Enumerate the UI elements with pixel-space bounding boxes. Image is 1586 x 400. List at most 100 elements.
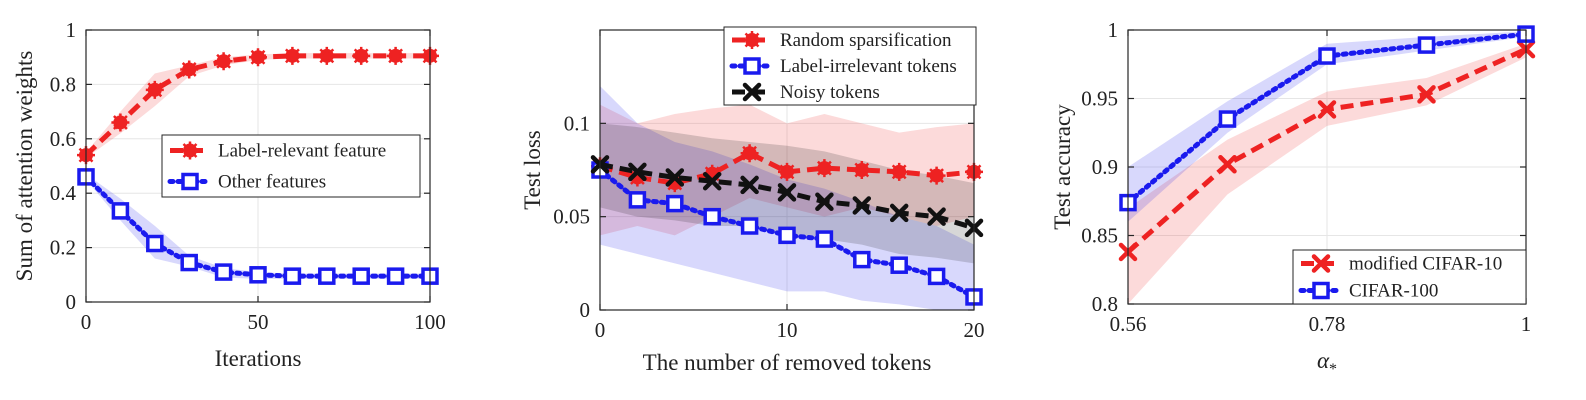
y-axis-label: Test loss [520,130,545,210]
data-point [111,202,130,220]
legend-entry: Random sparsification [732,30,952,51]
data-point [927,267,946,286]
x-tick-label: 1 [1521,312,1532,336]
data-point [214,263,233,281]
data-point [852,196,872,215]
series-1 [77,46,439,165]
chart-panel-2: 0 10 20 0 0.05 0.1 The number of removed token… [520,26,985,375]
legend-label: Other features [218,172,326,193]
x-tick-label: 0.78 [1309,312,1346,336]
y-tick-label: 0.85 [1081,224,1118,248]
legend-entry: CIFAR-100 [1298,281,1438,302]
y-tick-label: 0.9 [1092,155,1118,179]
y-axis-label: Test accuracy [1050,104,1075,230]
data-point [628,162,647,182]
data-point [283,267,302,285]
data-point [703,207,721,226]
x-axis-label: The number of removed tokens [643,350,932,375]
legend-entry: Label-irrelevant tokens [729,56,957,77]
data-point [666,194,684,213]
data-point [249,48,267,67]
data-point [777,183,797,202]
x-tick-label: 20 [964,318,985,342]
chart-panel-1: 0 50 100 0 0.2 0.4 0.6 0.8 1 Iterations Sum of att… [12,18,446,371]
legend-box [161,134,421,198]
legend-label: Label-relevant feature [218,141,386,162]
series-3 [590,155,984,238]
data-point [815,230,834,248]
y-tick-label: 1 [66,18,77,42]
x-axis-label: Iterations [215,346,302,371]
data-point [146,234,164,253]
x-tick-label: 50 [248,310,269,334]
legend-label: CIFAR-100 [1349,281,1438,302]
data-point [1417,85,1436,104]
data-point [778,162,796,181]
data-point [778,226,796,245]
x-tick-label: 0.56 [1110,312,1147,336]
y-tick-label: 0.6 [50,127,76,151]
data-point [815,159,834,178]
legend-entry: Label-relevant feature [170,141,386,162]
y-tick-label: 0.4 [50,181,77,205]
data-point [180,253,198,272]
legend-marker [181,141,199,160]
data-point [702,171,722,191]
data-point [740,217,759,235]
legend-label: Label-irrelevant tokens [780,56,957,77]
y-tick-label: 0.1 [564,111,590,135]
data-point [815,192,834,211]
series-band-2 [600,86,974,310]
data-point [890,162,909,181]
data-point [352,46,371,65]
data-point [145,80,164,99]
legend-marker [1311,254,1331,273]
y-tick-label: 0.95 [1081,87,1118,111]
data-point [628,191,647,209]
data-point [740,144,759,163]
legend-marker [743,57,761,75]
data-point [249,266,267,284]
legend-marker [743,31,761,49]
data-point [889,203,909,223]
legend-marker [742,82,762,102]
data-point [927,207,946,226]
data-point [283,46,302,65]
series-band-2 [1128,31,1526,222]
legend-marker [181,172,199,191]
series-line [599,150,975,186]
data-point [386,267,405,285]
data-point [352,267,370,285]
data-point [665,168,685,187]
data-point [317,46,336,65]
chart-panel-3: 0.56 0.78 1 0.8 0.85 0.9 0.95 1 α* Test accuracy m… [1050,18,1536,378]
legend-entry: Noisy tokens [732,82,880,103]
series-1 [591,144,983,193]
y-tick-label: 0 [66,290,77,314]
y-tick-label: 0.2 [50,236,76,260]
x-tick-label: 10 [777,318,798,342]
data-point [1218,110,1237,128]
series-band-1 [86,53,430,158]
legend: Random sparsification Label-irrelevant to… [723,26,977,106]
data-point [740,175,759,195]
x-tick-label: 0 [81,310,92,334]
legend-entry: Other features [167,172,326,193]
y-tick-label: 0.8 [1092,292,1118,316]
data-point [852,161,871,179]
x-axis-label: α* [1317,348,1337,378]
x-tick-label: 100 [414,310,446,334]
legend-label: modified CIFAR-10 [1349,254,1502,275]
series-2 [77,168,439,285]
y-tick-label: 0 [580,298,591,322]
legend-entry: modified CIFAR-10 [1301,254,1502,275]
data-point [1317,100,1337,119]
x-tick-label: 0 [595,318,606,342]
data-point [1417,36,1436,54]
data-point [214,52,233,71]
data-point [318,267,336,285]
y-axis-label: Sum of attention weights [12,51,37,282]
data-point [111,113,130,132]
legend-marker [1312,281,1330,300]
